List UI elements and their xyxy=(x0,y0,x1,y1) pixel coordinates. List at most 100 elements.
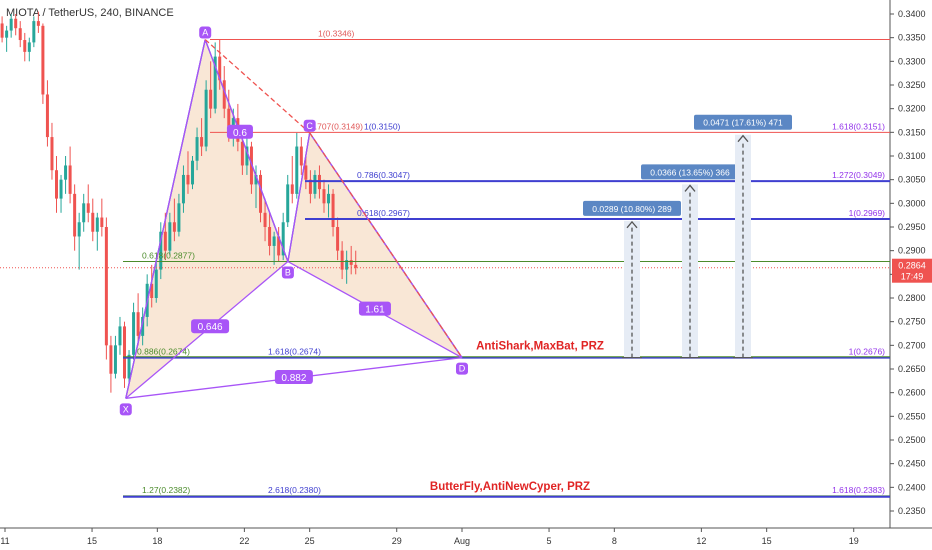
pattern-outline-ab xyxy=(204,39,289,262)
price-tick-label: 0.3350 xyxy=(898,33,926,43)
pattern-point-badge-c xyxy=(303,119,316,132)
target-arrowhead-2 xyxy=(684,184,696,192)
last-price-value: 0.2864 xyxy=(898,261,926,271)
ratio-badge-xd: 0.882 xyxy=(281,373,306,384)
candle-body xyxy=(336,227,340,251)
candle-body xyxy=(55,170,59,199)
pattern-point-label-b: B xyxy=(285,268,291,278)
target-label-bg-1 xyxy=(583,200,681,216)
annotation-prz-antishark: AntiShark,MaxBat, PRZ xyxy=(476,341,604,353)
candle-body xyxy=(345,260,349,270)
price-tick-label: 0.3150 xyxy=(898,127,926,137)
candle-body xyxy=(59,179,63,199)
candle-body xyxy=(118,326,122,346)
candle-body xyxy=(277,236,281,256)
candle-body xyxy=(304,165,308,180)
annotation-prz-butterfly: ButterFly,AntiNewCyper, PRZ xyxy=(430,481,590,493)
candle-body xyxy=(245,146,249,166)
candle-body xyxy=(222,80,226,109)
ratio-badge-bd-bg xyxy=(358,301,391,316)
target-label-1: 0.0289 (10.80%) 289 xyxy=(592,204,672,214)
time-tick-label: 29 xyxy=(392,536,402,546)
candle-body xyxy=(259,174,263,213)
candle-body xyxy=(191,160,195,185)
candle-body xyxy=(104,227,108,346)
candle-body xyxy=(154,269,158,298)
ratio-badge-ab-bg xyxy=(226,124,253,139)
candle-body xyxy=(354,264,358,268)
candle-body xyxy=(23,40,27,52)
level-label-1618-0-3151: 1.618(0.3151) xyxy=(832,121,885,131)
candle-body xyxy=(172,222,176,232)
price-tick-label: 0.2900 xyxy=(898,246,926,256)
candle-body xyxy=(204,89,208,147)
candle-body xyxy=(308,179,312,194)
candle-body xyxy=(132,312,136,355)
time-tick-label: 15 xyxy=(762,536,772,546)
candle-body xyxy=(295,146,299,194)
target-arrowhead-3 xyxy=(737,134,749,143)
candle-body xyxy=(349,260,353,265)
pattern-point-badge-b xyxy=(281,266,294,279)
candle-body xyxy=(272,236,276,246)
time-tick-label: Aug xyxy=(454,536,470,546)
candle-body xyxy=(27,42,31,52)
level-label-1-0-3346: 1(0.3346) xyxy=(318,29,355,39)
level-label-1618-0-2383: 1.618(0.2383) xyxy=(832,485,885,495)
plot-area xyxy=(0,0,890,528)
ratio-badge-ab: 0.6 xyxy=(233,128,247,139)
candle-body xyxy=(136,312,140,336)
level-label-1-0-2676: 1(0.2676) xyxy=(849,347,886,357)
ratio-badge-xb-bg xyxy=(191,319,230,334)
pattern-point-label-x: X xyxy=(123,404,129,414)
level-label-0618-0-2967: 0.618(0.2967) xyxy=(357,208,410,218)
candle-body xyxy=(73,193,77,237)
pattern-dash-cd xyxy=(309,132,463,359)
price-tick-label: 0.2400 xyxy=(898,482,926,492)
price-tick-label: 0.2650 xyxy=(898,364,926,374)
candle-body xyxy=(68,165,72,194)
time-tick-label: 25 xyxy=(305,536,315,546)
candle-body xyxy=(5,30,9,38)
candle-body xyxy=(41,25,45,95)
time-tick-label: 12 xyxy=(696,536,706,546)
candle-body xyxy=(109,345,113,374)
candle-body xyxy=(82,203,86,223)
candle-body xyxy=(113,345,117,374)
candle-body xyxy=(177,203,181,232)
candle-body xyxy=(127,354,131,379)
pattern-point-label-d: D xyxy=(459,364,466,374)
price-tick-label: 0.2950 xyxy=(898,222,926,232)
level-label-1272: 1.272(0.3049) xyxy=(832,170,885,180)
pattern-fill-xab xyxy=(125,39,288,399)
candle-body xyxy=(331,193,335,227)
candle-body xyxy=(195,137,199,161)
pattern-point-badge-d xyxy=(456,362,468,375)
level-label-1-0-2969: 1(0.2969) xyxy=(849,208,886,218)
target-range-3 xyxy=(735,134,751,358)
price-tick-label: 0.3250 xyxy=(898,80,926,90)
bar-countdown: 17:49 xyxy=(901,272,924,282)
candle-body xyxy=(263,212,267,227)
target-label-3: 0.0471 (17.61%) 471 xyxy=(703,118,783,128)
price-tick-label: 0.2500 xyxy=(898,435,926,445)
price-tick-label: 0.2700 xyxy=(898,340,926,350)
candle-body xyxy=(100,217,104,227)
price-tick-label: 0.2750 xyxy=(898,317,926,327)
price-tick-label: 0.2450 xyxy=(898,459,926,469)
candle-body xyxy=(91,212,95,232)
candle-body xyxy=(299,146,303,166)
pattern-outline-bc xyxy=(287,132,311,262)
target-label-2: 0.0366 (13.65%) 366 xyxy=(650,167,730,177)
candle-body xyxy=(95,217,99,232)
price-tick-label: 0.3050 xyxy=(898,175,926,185)
target-label-bg-2 xyxy=(641,164,739,180)
level-label-1-0-3150: 1(0.3150) xyxy=(364,121,401,131)
candle-body xyxy=(181,174,185,204)
price-tick-label: 0.3300 xyxy=(898,56,926,66)
pattern-point-label-c: C xyxy=(306,121,313,131)
candle-body xyxy=(313,174,317,194)
candle-body xyxy=(14,18,18,29)
candle-body xyxy=(286,184,290,223)
